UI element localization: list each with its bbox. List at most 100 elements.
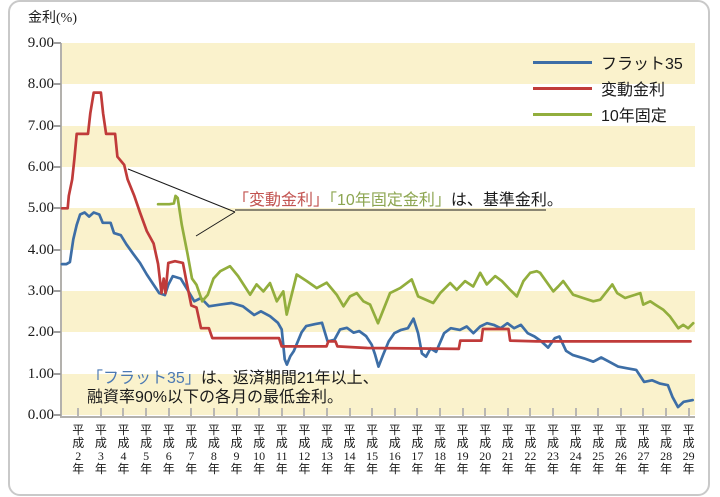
legend-item: 変動金利 bbox=[533, 75, 683, 101]
x-tick bbox=[212, 408, 215, 416]
x-tick bbox=[280, 408, 283, 416]
annotation-text-part: は、基準金利。 bbox=[450, 192, 563, 209]
y-tick bbox=[53, 414, 61, 416]
x-tick-label: 平成 15 年 bbox=[366, 423, 379, 476]
x-tick-label: 平成 13 年 bbox=[320, 423, 333, 476]
annotation-text-part: 「10年固定金利」 bbox=[329, 192, 451, 209]
legend-label: 10年固定 bbox=[601, 108, 667, 125]
y-axis-unit-label: 金利(%) bbox=[28, 11, 77, 26]
x-tick bbox=[642, 408, 645, 416]
x-tick bbox=[235, 408, 238, 416]
x-tick-label: 平成 14 年 bbox=[343, 423, 356, 476]
x-axis-line bbox=[60, 416, 695, 418]
legend-item: フラット35 bbox=[533, 49, 683, 75]
x-tick-label: 平成 29 年 bbox=[682, 423, 695, 476]
x-tick bbox=[619, 408, 622, 416]
x-tick-label: 平成 18 年 bbox=[433, 423, 446, 476]
y-tick-label: 2.00 bbox=[27, 324, 54, 341]
y-tick bbox=[53, 331, 61, 334]
legend-line-swatch bbox=[533, 60, 592, 64]
y-tick bbox=[53, 372, 61, 375]
legend-line-swatch bbox=[533, 112, 592, 116]
y-tick-label: 4.00 bbox=[27, 241, 54, 258]
band-5to4 bbox=[62, 208, 695, 250]
chart-frame bbox=[8, 0, 710, 496]
x-tick-label: 平成 12 年 bbox=[298, 423, 311, 476]
x-tick bbox=[552, 408, 555, 416]
y-tick bbox=[53, 248, 61, 251]
x-tick bbox=[416, 408, 419, 416]
y-tick bbox=[53, 290, 61, 292]
x-tick-label: 平成 17 年 bbox=[411, 423, 424, 476]
y-axis-line bbox=[60, 43, 62, 418]
x-tick-label: 平成 27 年 bbox=[637, 423, 650, 476]
x-tick-label: 平成 25 年 bbox=[592, 423, 605, 476]
y-tick-label: 1.00 bbox=[27, 365, 54, 382]
series-line-変動金利 bbox=[60, 91, 692, 351]
x-tick bbox=[371, 408, 374, 416]
y-tick-label: 5.00 bbox=[27, 200, 54, 217]
standard-rate-annotation: 「変動金利」「10年固定金利」は、基準金利。 bbox=[233, 186, 563, 210]
x-tick-label: 平成 16 年 bbox=[388, 423, 401, 476]
y-tick bbox=[53, 207, 61, 210]
x-tick-label: 平成 28 年 bbox=[660, 423, 673, 476]
x-tick-label: 平成 26 年 bbox=[614, 423, 627, 476]
y-tick bbox=[53, 166, 61, 168]
legend-label: フラット35 bbox=[601, 56, 683, 73]
flat35-annotation: 「フラット35」は、返済期間21年以上、融資率90%以下の各月の最低金利。 bbox=[87, 369, 379, 407]
x-tick bbox=[303, 408, 306, 416]
x-tick bbox=[167, 408, 170, 416]
legend-label: 変動金利 bbox=[601, 82, 666, 99]
annotation-text-part: は、返済期間21年以上、 bbox=[200, 370, 379, 387]
series-line-10年固定 bbox=[156, 194, 695, 330]
band-6to5 bbox=[62, 167, 695, 209]
x-tick bbox=[665, 408, 668, 416]
y-tick bbox=[53, 124, 61, 127]
x-tick bbox=[258, 408, 261, 416]
x-tick bbox=[99, 408, 102, 416]
x-tick-label: 平成 20 年 bbox=[479, 423, 492, 476]
x-tick bbox=[190, 408, 193, 416]
x-tick bbox=[145, 408, 148, 416]
x-tick-label: 平成 11 年 bbox=[275, 423, 288, 476]
x-tick-label: 平成 24 年 bbox=[569, 423, 582, 476]
y-tick-label: 0.00 bbox=[27, 407, 54, 423]
band-7to6 bbox=[62, 125, 695, 167]
x-tick bbox=[597, 408, 600, 416]
y-tick bbox=[53, 42, 61, 44]
band-8to7 bbox=[62, 84, 695, 126]
y-tick-label: 7.00 bbox=[27, 117, 54, 134]
x-tick bbox=[77, 408, 80, 416]
x-tick bbox=[461, 408, 464, 416]
x-tick bbox=[122, 408, 125, 416]
x-tick bbox=[393, 408, 396, 416]
y-tick-label: 6.00 bbox=[27, 159, 54, 175]
annotation-text-part: 融資率90%以下の各月の最低金利。 bbox=[87, 389, 344, 406]
x-tick-label: 平成 23 年 bbox=[547, 423, 560, 476]
x-tick-label: 平成 21 年 bbox=[501, 423, 514, 476]
x-tick-label: 平成 22 年 bbox=[524, 423, 537, 476]
x-tick bbox=[687, 408, 690, 416]
x-tick bbox=[574, 408, 577, 416]
x-tick bbox=[506, 408, 509, 416]
y-tick-label: 3.00 bbox=[27, 283, 54, 299]
y-tick-label: 8.00 bbox=[27, 76, 54, 93]
x-tick-label: 平成 10 年 bbox=[253, 423, 266, 476]
band-9to8 bbox=[62, 43, 695, 85]
x-tick bbox=[348, 408, 351, 416]
x-tick bbox=[438, 408, 441, 416]
y-tick-label: 9.00 bbox=[27, 35, 54, 51]
x-tick-label: 平成 19 年 bbox=[456, 423, 469, 476]
annotation-text-part: 「フラット35」 bbox=[87, 370, 201, 387]
legend-item: 10年固定 bbox=[533, 101, 683, 127]
chart-legend: フラット35 変動金利 10年固定 bbox=[533, 49, 683, 127]
